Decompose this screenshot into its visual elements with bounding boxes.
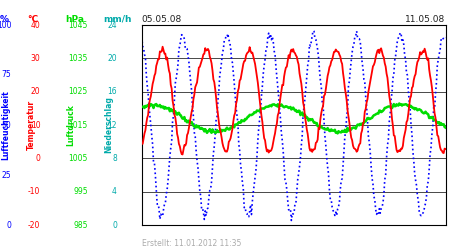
Text: 0: 0: [6, 220, 11, 230]
Text: 4: 4: [112, 187, 117, 196]
Text: 20: 20: [108, 54, 117, 63]
Text: 10: 10: [31, 120, 40, 130]
Text: 11.05.08: 11.05.08: [405, 15, 446, 24]
Text: 40: 40: [31, 20, 40, 30]
Text: 16: 16: [108, 87, 117, 96]
Text: -20: -20: [28, 220, 40, 230]
Text: 05.05.08: 05.05.08: [142, 15, 182, 24]
Text: 0: 0: [36, 154, 40, 163]
Text: 1025: 1025: [68, 87, 88, 96]
Text: Niederschlag: Niederschlag: [104, 96, 113, 154]
Text: 25: 25: [2, 170, 11, 179]
Text: hPa: hPa: [65, 15, 84, 24]
Text: 1005: 1005: [68, 154, 88, 163]
Text: 75: 75: [1, 70, 11, 80]
Text: 1045: 1045: [68, 20, 88, 30]
Text: Temperatur: Temperatur: [27, 100, 36, 150]
Text: 24: 24: [108, 20, 117, 30]
Text: 0: 0: [112, 220, 117, 230]
Text: 50: 50: [1, 120, 11, 130]
Text: 12: 12: [108, 120, 117, 130]
Text: Luftdruck: Luftdruck: [67, 104, 76, 146]
Text: 30: 30: [31, 54, 40, 63]
Text: mm/h: mm/h: [104, 15, 132, 24]
Text: 100: 100: [0, 20, 11, 30]
Text: -10: -10: [28, 187, 40, 196]
Text: °C: °C: [27, 15, 38, 24]
Text: 1015: 1015: [68, 120, 88, 130]
Text: 985: 985: [73, 220, 88, 230]
Text: 20: 20: [31, 87, 40, 96]
Text: %: %: [0, 15, 9, 24]
Text: Erstellt: 11.01.2012 11:35: Erstellt: 11.01.2012 11:35: [142, 238, 241, 248]
Text: 8: 8: [112, 154, 117, 163]
Text: 995: 995: [73, 187, 88, 196]
Text: 1035: 1035: [68, 54, 88, 63]
Text: Luftfeuchtigkeit: Luftfeuchtigkeit: [1, 90, 10, 160]
